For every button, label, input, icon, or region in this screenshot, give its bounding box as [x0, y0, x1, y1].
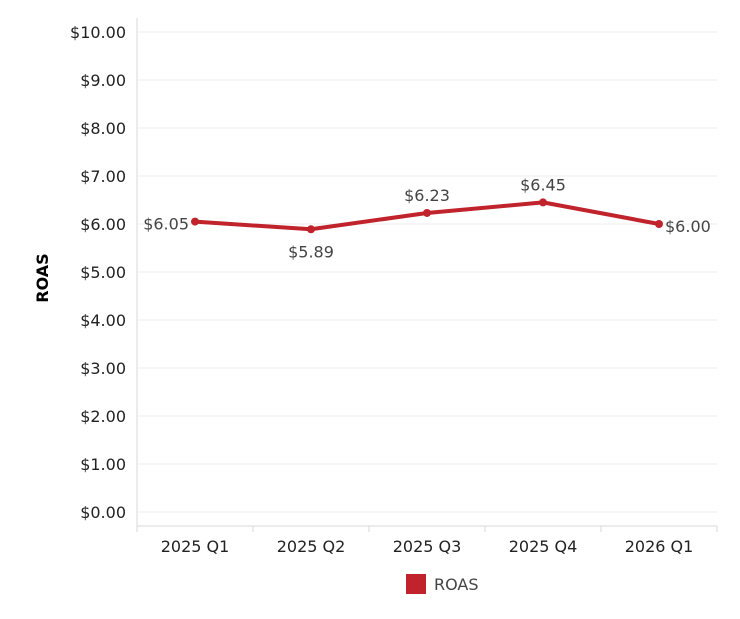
grid-layer	[137, 31, 717, 513]
data-point	[191, 217, 199, 226]
y-tick-label: $7.00	[80, 167, 126, 186]
y-tick-label: $6.00	[80, 215, 126, 234]
data-label: $6.00	[665, 217, 711, 236]
data-point	[307, 225, 315, 234]
data-point	[655, 220, 663, 228]
legend-label: ROAS	[434, 574, 479, 594]
y-tick-label: $3.00	[80, 359, 126, 378]
data-labels: $6.05 $5.89 $6.23 $6.45 $6.00	[143, 175, 711, 261]
y-tick-labels: $0.00 $1.00 $2.00 $3.00 $4.00 $5.00 $6.00 $7.00…	[70, 23, 126, 522]
y-tick-label: $5.00	[80, 263, 126, 282]
data-point	[423, 208, 431, 217]
x-tick-label: 2026 Q1	[625, 537, 694, 556]
y-tick-label: $10.00	[70, 23, 126, 42]
legend-swatch	[406, 574, 426, 594]
legend: ROAS	[406, 574, 479, 594]
x-tick-label: 2025 Q1	[161, 537, 230, 556]
data-point	[539, 198, 547, 207]
x-tick-label: 2025 Q4	[509, 537, 578, 556]
y-tick-label: $8.00	[80, 119, 126, 138]
data-label: $6.05	[143, 215, 189, 234]
x-tick-label: 2025 Q3	[393, 537, 462, 556]
y-tick-label: $4.00	[80, 311, 126, 330]
data-label: $6.23	[404, 186, 450, 205]
series-layer	[191, 198, 663, 234]
y-tick-label: $1.00	[80, 455, 126, 474]
y-tick-label: $0.00	[80, 503, 126, 522]
y-tick-label: $2.00	[80, 407, 126, 426]
axis-layer	[136, 18, 718, 532]
data-label: $6.45	[520, 175, 566, 194]
x-tick-labels: 2025 Q1 2025 Q2 2025 Q3 2025 Q4 2026 Q1	[161, 537, 694, 556]
data-label: $5.89	[288, 242, 334, 261]
y-axis-label: ROAS	[33, 253, 52, 302]
y-tick-label: $9.00	[80, 71, 126, 90]
x-tick-label: 2025 Q2	[277, 537, 346, 556]
